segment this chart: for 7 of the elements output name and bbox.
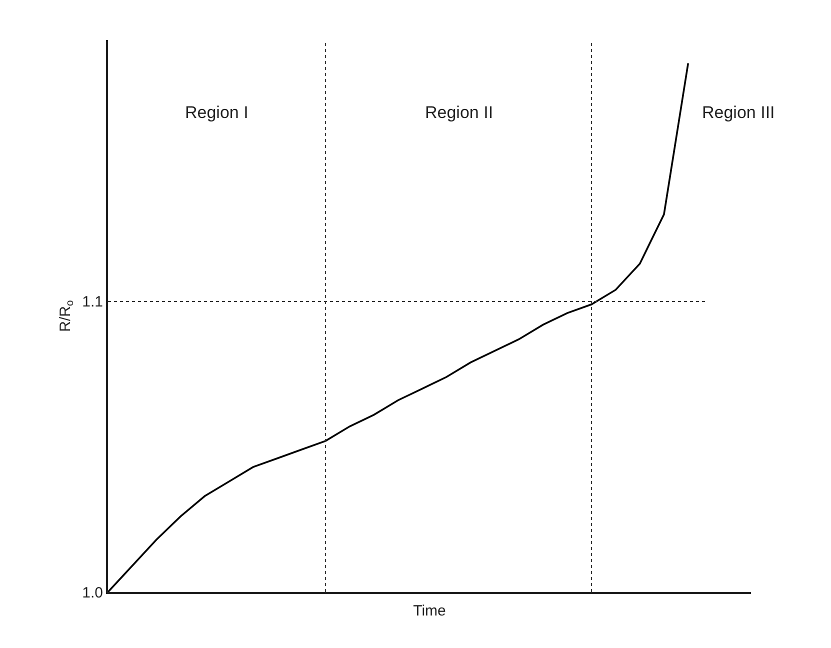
- y-tick-label: 1.0: [82, 584, 103, 602]
- y-tick-label: 1.1: [82, 294, 103, 311]
- annotation: Region II: [425, 103, 494, 122]
- annotation: Region III: [702, 103, 775, 122]
- annotation: Region I: [185, 103, 248, 122]
- line-series: [108, 62, 690, 592]
- x-axis-title: Time: [413, 602, 446, 620]
